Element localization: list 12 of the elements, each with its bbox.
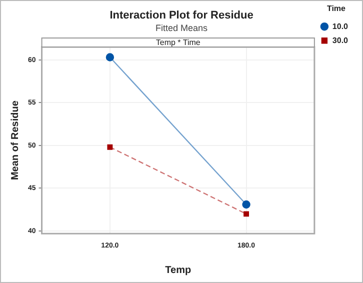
annotation: Temp * Time <box>156 38 201 48</box>
y-axis-title: Mean of Residue <box>10 100 21 180</box>
point <box>107 144 113 150</box>
x-axis-title: Temp <box>165 264 192 276</box>
legend-label: 30.0 <box>332 36 349 45</box>
point <box>106 53 114 62</box>
point <box>244 211 249 217</box>
point <box>242 200 250 209</box>
chart-subtitle: Fitted Means <box>155 23 208 34</box>
legend-label: 10.0 <box>332 22 349 31</box>
chart-title: Interaction Plot for Residue <box>110 10 254 22</box>
legend-title: Time <box>326 4 346 14</box>
